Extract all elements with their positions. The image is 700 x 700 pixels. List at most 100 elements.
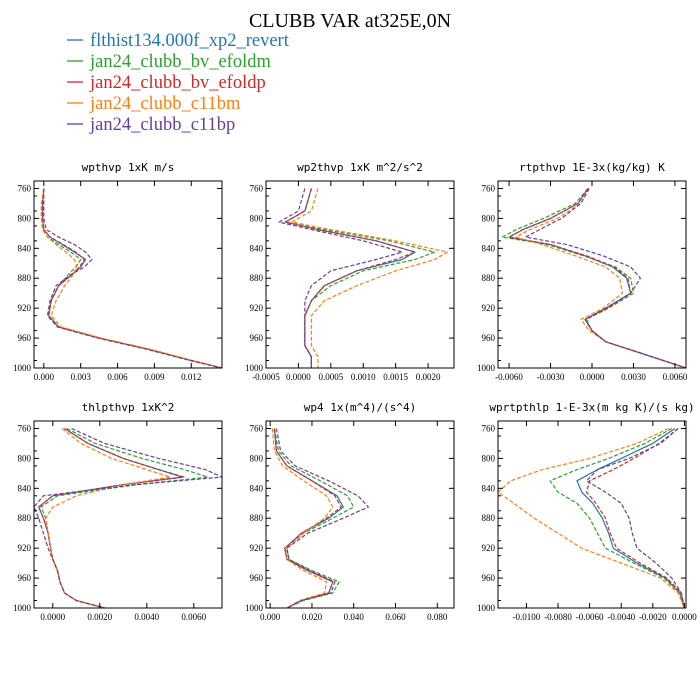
y-tick-label: 920 (250, 303, 264, 313)
x-tick-label: 0.080 (427, 612, 448, 622)
legend-entry: flthist134.000f_xp2_revert (67, 31, 290, 51)
x-tick-label: 0.0060 (181, 612, 206, 622)
y-tick-label: 760 (250, 423, 264, 433)
x-tick-label: -0.0080 (544, 612, 572, 622)
series-group (34, 427, 222, 608)
series-group (40, 188, 222, 368)
y-tick-label: 1000 (245, 603, 264, 613)
legend-entry: jan24_clubb_c11bp (67, 115, 235, 135)
x-tick-label: 0.012 (181, 372, 201, 382)
y-tick-label: 760 (482, 423, 496, 433)
panel-title: wprtpthlp 1-E-3x(m kg K)/(s kg) (489, 401, 694, 414)
legend-entry: jan24_clubb_c11bm (67, 94, 241, 114)
y-tick-label: 1000 (13, 603, 32, 613)
panel-2: wp2thvp 1xK m^2/s^2 760 800 840 880 920 960 100… (245, 161, 455, 382)
y-tick-label: 880 (18, 513, 32, 523)
panel-3: rtpthvp 1E-3x(kg/kg) K 760 800 840 880 920 960… (477, 161, 688, 382)
series-line-5 (585, 428, 685, 608)
y-tick-label: 800 (482, 213, 496, 223)
series-line-1 (273, 428, 344, 608)
series-line-5 (43, 188, 222, 368)
series-line-3 (41, 188, 222, 368)
series-line-4 (291, 188, 449, 368)
series-group (498, 427, 685, 608)
y-tick-label: 880 (482, 273, 496, 283)
series-line-4 (271, 428, 334, 608)
x-tick-label: 0.060 (385, 612, 406, 622)
legend-label: jan24_clubb_bv_efoldm (89, 52, 271, 72)
series-line-5 (34, 427, 222, 608)
y-tick-label: 960 (18, 573, 32, 583)
y-tick-label: 1000 (13, 363, 32, 373)
y-tick-label: 960 (18, 333, 32, 343)
y-tick-label: 880 (482, 513, 496, 523)
y-tick-label: 920 (482, 303, 496, 313)
y-tick-label: 920 (18, 303, 32, 313)
x-tick-label: -0.0060 (495, 372, 523, 382)
series-line-4 (40, 188, 222, 368)
y-tick-label: 960 (482, 333, 496, 343)
plot-frame (33, 420, 223, 609)
x-tick-label: 0.0000 (286, 372, 311, 382)
series-line-4 (498, 427, 685, 608)
x-tick-label: 0.003 (71, 372, 92, 382)
y-tick-label: 880 (250, 273, 264, 283)
y-tick-label: 840 (250, 483, 264, 493)
x-tick-label: -0.0030 (537, 372, 565, 382)
plot-frame (265, 420, 455, 609)
y-tick-label: 800 (18, 453, 32, 463)
x-tick-label: -0.0040 (607, 612, 635, 622)
series-line-1 (508, 188, 686, 368)
y-tick-label: 960 (250, 333, 264, 343)
y-tick-label: 840 (482, 483, 496, 493)
panel-6: wprtpthlp 1-E-3x(m kg K)/(s kg) 760 800 840… (477, 401, 697, 622)
y-tick-label: 1000 (477, 363, 496, 373)
x-tick-label: 0.0060 (663, 372, 688, 382)
x-tick-label: 0.0020 (87, 612, 112, 622)
series-line-5 (278, 188, 403, 368)
panel-title: wp4 1x(m^4)/(s^4) (304, 401, 417, 414)
y-tick-label: 920 (18, 543, 32, 553)
panel-title: thlpthvp 1xK^2 (82, 401, 175, 414)
x-tick-label: -0.0005 (252, 372, 280, 382)
legend-label: jan24_clubb_c11bp (89, 115, 235, 135)
plot-frame (33, 180, 223, 369)
y-tick-label: 760 (18, 423, 32, 433)
legend-entry: jan24_clubb_bv_efoldp (67, 73, 266, 93)
series-line-1 (576, 428, 685, 608)
series-line-2 (501, 188, 686, 368)
series-line-2 (549, 427, 685, 608)
y-tick-label: 880 (18, 273, 32, 283)
legend-label: jan24_clubb_c11bm (89, 94, 241, 114)
x-tick-label: 0.0000 (580, 372, 605, 382)
y-tick-label: 840 (250, 243, 264, 253)
series-line-2 (40, 427, 209, 608)
x-tick-label: -0.0100 (513, 612, 541, 622)
x-tick-label: 0.0040 (134, 612, 159, 622)
y-tick-label: 840 (482, 243, 496, 253)
y-tick-label: 800 (250, 453, 264, 463)
panel-title: wpthvp 1xK m/s (82, 161, 175, 174)
x-tick-label: 0.000 (260, 612, 281, 622)
x-tick-label: 0.0020 (416, 372, 441, 382)
series-line-5 (524, 188, 686, 368)
panel-1: wpthvp 1xK m/s76080084088092096010000.00… (13, 161, 223, 382)
panel-4: thlpthvp 1xK^2 760 800 840 880 920 960 1000 0.00… (13, 401, 223, 622)
x-tick-label: -0.0060 (576, 612, 604, 622)
panel-title: rtpthvp 1E-3x(kg/kg) K (519, 161, 665, 174)
plot-frame (497, 420, 687, 609)
series-line-3 (38, 427, 185, 608)
x-tick-label: 0.0000 (672, 612, 697, 622)
x-tick-label: 0.0030 (621, 372, 646, 382)
legend-label: jan24_clubb_bv_efoldp (89, 73, 266, 93)
y-tick-label: 760 (250, 183, 264, 193)
legend: flthist134.000f_xp2_revertjan24_clubb_bv… (67, 31, 290, 135)
x-tick-label: 0.0005 (318, 372, 343, 382)
x-tick-label: -0.0020 (639, 612, 667, 622)
x-tick-label: 0.0010 (351, 372, 376, 382)
y-tick-label: 800 (18, 213, 32, 223)
series-line-3 (585, 428, 685, 608)
x-tick-label: 0.020 (302, 612, 323, 622)
series-group (278, 188, 449, 368)
